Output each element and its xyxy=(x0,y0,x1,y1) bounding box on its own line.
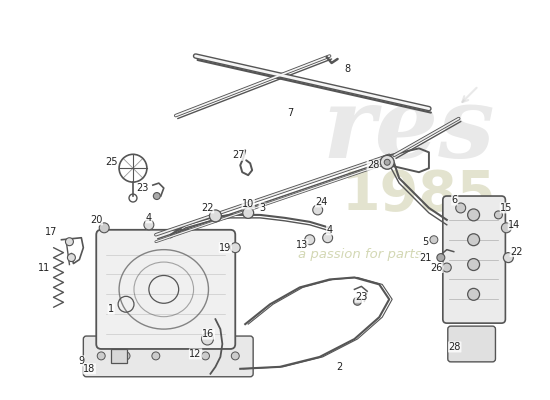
Text: 18: 18 xyxy=(83,364,95,374)
Text: 21: 21 xyxy=(419,252,431,262)
Circle shape xyxy=(323,233,333,243)
Circle shape xyxy=(153,192,160,200)
Circle shape xyxy=(468,209,480,221)
Text: 23: 23 xyxy=(355,292,367,302)
Text: 24: 24 xyxy=(316,197,328,207)
Text: 7: 7 xyxy=(287,108,293,118)
Circle shape xyxy=(65,238,73,246)
Circle shape xyxy=(201,333,213,345)
Text: res: res xyxy=(323,82,496,179)
Circle shape xyxy=(502,223,512,233)
Text: 10: 10 xyxy=(242,199,254,209)
Text: a passion for parts: a passion for parts xyxy=(298,248,421,261)
Circle shape xyxy=(354,297,361,305)
Circle shape xyxy=(230,243,240,253)
Circle shape xyxy=(468,234,480,246)
Circle shape xyxy=(313,205,323,215)
Circle shape xyxy=(68,254,75,262)
Text: 8: 8 xyxy=(344,64,350,74)
Circle shape xyxy=(99,223,109,233)
Text: 28: 28 xyxy=(367,160,380,170)
Text: 4: 4 xyxy=(327,225,333,235)
Text: 22: 22 xyxy=(510,247,522,257)
Text: 3: 3 xyxy=(259,203,265,213)
Circle shape xyxy=(468,288,480,300)
FancyBboxPatch shape xyxy=(448,326,496,362)
Circle shape xyxy=(152,352,160,360)
Text: 22: 22 xyxy=(201,203,214,213)
Text: 2: 2 xyxy=(337,362,343,372)
Text: 12: 12 xyxy=(189,349,202,359)
Circle shape xyxy=(384,159,390,165)
Circle shape xyxy=(305,235,315,245)
Circle shape xyxy=(122,352,130,360)
Circle shape xyxy=(468,258,480,270)
Text: 23: 23 xyxy=(137,183,149,193)
Text: 6: 6 xyxy=(452,195,458,205)
Circle shape xyxy=(456,203,466,213)
Text: 20: 20 xyxy=(90,215,102,225)
Text: 1: 1 xyxy=(108,304,114,314)
FancyBboxPatch shape xyxy=(84,336,253,377)
Circle shape xyxy=(503,253,513,262)
Circle shape xyxy=(232,352,239,360)
Text: 25: 25 xyxy=(105,157,117,167)
Circle shape xyxy=(97,352,105,360)
Circle shape xyxy=(144,220,154,230)
Text: 17: 17 xyxy=(46,227,58,237)
FancyBboxPatch shape xyxy=(96,230,235,349)
Text: 5: 5 xyxy=(422,237,428,247)
Text: 28: 28 xyxy=(449,342,461,352)
Circle shape xyxy=(494,211,502,219)
FancyBboxPatch shape xyxy=(443,196,505,323)
FancyBboxPatch shape xyxy=(111,349,127,363)
Text: 19: 19 xyxy=(219,243,232,253)
Text: 11: 11 xyxy=(37,262,50,272)
Circle shape xyxy=(437,254,445,262)
Text: 13: 13 xyxy=(296,240,308,250)
Text: 9: 9 xyxy=(78,356,84,366)
Text: 14: 14 xyxy=(508,220,520,230)
Text: 15: 15 xyxy=(500,203,513,213)
Text: 16: 16 xyxy=(202,329,215,339)
Text: 4: 4 xyxy=(146,213,152,223)
Circle shape xyxy=(210,210,221,222)
Text: 1985: 1985 xyxy=(342,168,496,222)
Circle shape xyxy=(430,236,438,244)
Text: 27: 27 xyxy=(232,150,245,160)
Circle shape xyxy=(380,155,394,169)
Text: 26: 26 xyxy=(431,262,443,272)
Circle shape xyxy=(243,208,254,218)
Circle shape xyxy=(201,352,210,360)
Circle shape xyxy=(442,263,451,272)
